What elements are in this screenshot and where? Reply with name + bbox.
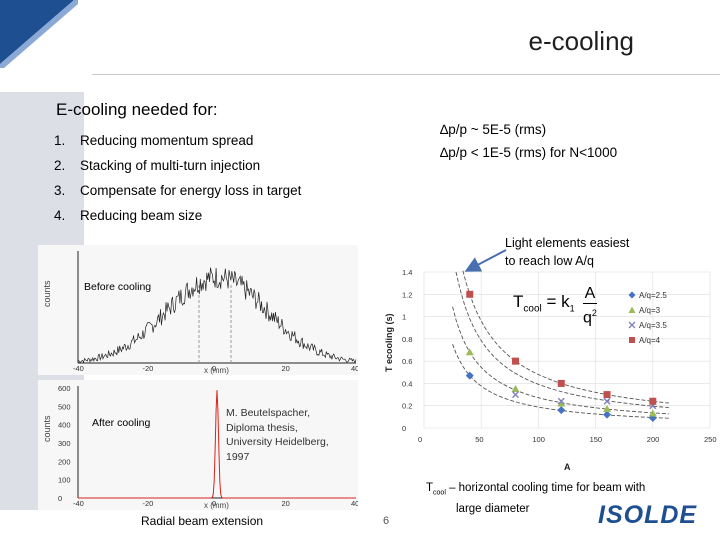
y-tick-label: 0 bbox=[402, 424, 406, 433]
data-point bbox=[603, 405, 612, 413]
trend-curve bbox=[455, 271, 669, 409]
legend-entry: A/q=2.5 bbox=[639, 291, 667, 300]
legend-marker bbox=[628, 306, 636, 313]
before-cooling-plot: -40 -20 0 20 40 counts x (mm) bbox=[38, 245, 358, 375]
data-point bbox=[557, 397, 565, 405]
legend-marker bbox=[629, 337, 635, 343]
momentum-spread-text: ∆p/p ~ 5E-5 (rms) bbox=[440, 122, 547, 137]
section-heading: E-cooling needed for: bbox=[56, 100, 218, 119]
title-divider bbox=[92, 74, 720, 75]
after-cooling-label: After cooling bbox=[92, 417, 151, 429]
cooling-formula: Tcool = k1 bbox=[513, 292, 575, 315]
data-point bbox=[649, 397, 657, 405]
y-tick-label: 400 bbox=[58, 421, 71, 430]
before-ylabel: counts bbox=[42, 280, 52, 307]
data-point bbox=[465, 371, 474, 380]
y-tick-label: 1.2 bbox=[402, 290, 412, 299]
x-tick-label: 100 bbox=[532, 435, 545, 444]
trend-curve bbox=[462, 270, 669, 404]
data-point bbox=[557, 406, 566, 415]
x-tick-label: -40 bbox=[73, 499, 84, 508]
y-tick-label: 1.4 bbox=[402, 268, 412, 277]
slide-title: e-cooling bbox=[528, 26, 634, 56]
after-ylabel: counts bbox=[42, 415, 52, 442]
x-tick-label: -20 bbox=[143, 364, 154, 373]
before-profile-line bbox=[77, 267, 357, 364]
cooling-time-chart: 0 0.2 0.4 0.6 0.8 1 1.2 1.4 0 50 100 150 200 250 A/q=… bbox=[384, 268, 717, 472]
x-tick-label: -40 bbox=[73, 364, 84, 373]
x-tick-label: 0 bbox=[418, 435, 422, 444]
data-point bbox=[603, 391, 611, 399]
x-tick-label: 0 bbox=[212, 499, 216, 508]
legend-entry: A/q=4 bbox=[639, 336, 661, 345]
data-point bbox=[512, 357, 520, 365]
legend-entry: A/q=3.5 bbox=[639, 321, 667, 330]
list-item: 1. Reducing momentum spread bbox=[54, 133, 254, 148]
data-point bbox=[648, 409, 657, 417]
data-point bbox=[557, 379, 565, 387]
list-item: 4. Reducing beam size bbox=[54, 208, 203, 223]
legend-entry: A/q=3 bbox=[639, 306, 661, 315]
reference-citation: M. Beutelspacher, Diploma thesis, Univer… bbox=[226, 407, 329, 463]
cooling-xlabel: A bbox=[564, 462, 571, 472]
data-point bbox=[466, 290, 474, 298]
trend-curve bbox=[452, 306, 669, 415]
x-tick-label: 20 bbox=[282, 364, 290, 373]
data-point bbox=[512, 391, 520, 399]
page-number: 6 bbox=[383, 515, 390, 527]
light-elements-note: Light elements easiest to reach low A/q bbox=[505, 236, 630, 268]
x-tick-label: -20 bbox=[143, 499, 154, 508]
list-item: 3. Compensate for energy loss in target bbox=[54, 183, 302, 198]
momentum-spread-text-2: ∆p/p < 1E-5 (rms) for N<1000 bbox=[440, 145, 618, 160]
y-tick-label: 500 bbox=[58, 402, 71, 411]
legend-marker bbox=[628, 321, 636, 329]
y-tick-label: 100 bbox=[58, 476, 71, 485]
x-tick-label: 40 bbox=[351, 364, 358, 373]
after-xlabel: x (mm) bbox=[204, 501, 229, 510]
x-tick-label: 50 bbox=[475, 435, 483, 444]
data-point bbox=[511, 385, 520, 392]
x-tick-label: 150 bbox=[590, 435, 603, 444]
arrow-icon bbox=[464, 249, 507, 272]
data-point bbox=[465, 348, 474, 356]
after-profile-line bbox=[78, 390, 356, 499]
data-point bbox=[603, 410, 612, 419]
radial-caption: Radial beam extension bbox=[141, 514, 264, 528]
y-tick-label: 0.4 bbox=[402, 379, 412, 388]
x-tick-label: 250 bbox=[704, 435, 717, 444]
before-xlabel: x (mm) bbox=[204, 366, 229, 375]
y-tick-label: 1 bbox=[402, 313, 406, 322]
data-point bbox=[603, 397, 611, 405]
x-tick-label: 40 bbox=[351, 499, 358, 508]
x-tick-label: 20 bbox=[282, 499, 290, 508]
y-tick-label: 200 bbox=[58, 457, 71, 466]
cooling-ylabel: T ecooling (s) bbox=[384, 313, 394, 372]
y-tick-label: 600 bbox=[58, 384, 71, 393]
list-item: 2. Stacking of multi-turn injection bbox=[54, 158, 261, 173]
y-tick-label: 300 bbox=[58, 439, 71, 448]
y-tick-label: 0.8 bbox=[402, 335, 412, 344]
y-tick-label: 0 bbox=[58, 494, 62, 503]
corner-decoration bbox=[0, 0, 78, 68]
legend-marker bbox=[628, 291, 636, 299]
data-point bbox=[557, 399, 566, 407]
y-tick-label: 0.6 bbox=[402, 357, 412, 366]
x-tick-label: 0 bbox=[212, 364, 216, 373]
isolde-logo: ISOLDE bbox=[598, 501, 698, 529]
before-cooling-label: Before cooling bbox=[84, 281, 152, 293]
x-tick-label: 200 bbox=[647, 435, 660, 444]
tcool-note: Tcool – horizontal cooling time for beam… bbox=[426, 482, 646, 516]
y-tick-label: 0.2 bbox=[402, 402, 412, 411]
